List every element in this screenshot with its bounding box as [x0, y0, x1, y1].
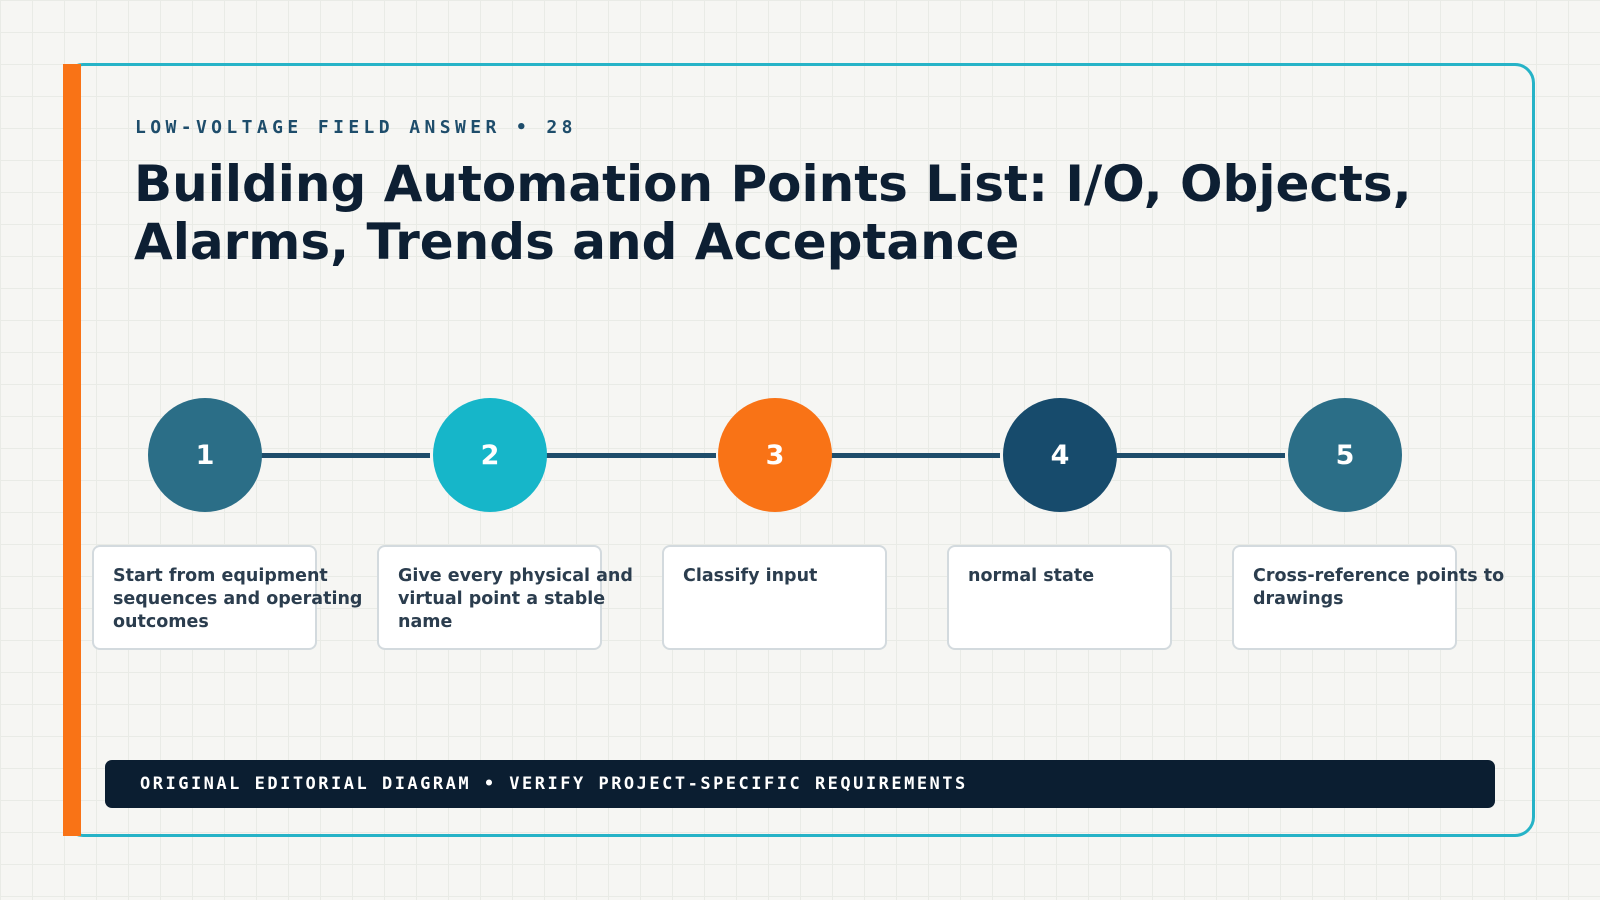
step-card-1: Start from equipment sequences and opera… — [92, 545, 362, 650]
page-title: Building Automation Points List: I/O, Ob… — [134, 155, 1412, 271]
step-node-1: 1 — [148, 398, 262, 512]
step-card-5: Cross-reference points to drawings — [1232, 545, 1504, 650]
step-node-2: 2 — [433, 398, 547, 512]
footer-text: ORIGINAL EDITORIAL DIAGRAM • VERIFY PROJ… — [140, 774, 968, 794]
eyebrow-label: LOW-VOLTAGE FIELD ANSWER • 28 — [135, 117, 577, 138]
step-text-1: Start from equipment sequences and opera… — [113, 566, 363, 632]
accent-bar — [63, 64, 81, 836]
connector-1-2 — [258, 453, 430, 458]
step-node-5: 5 — [1288, 398, 1402, 512]
step-card-3: Classify input — [662, 545, 887, 650]
footer-banner: ORIGINAL EDITORIAL DIAGRAM • VERIFY PROJ… — [105, 760, 1495, 808]
step-text-4: normal state — [968, 566, 1095, 586]
step-node-3: 3 — [718, 398, 832, 512]
step-text-3: Classify input — [683, 566, 818, 586]
connector-4-5 — [1113, 453, 1285, 458]
step-text-2: Give every physical and virtual point a … — [398, 566, 633, 632]
connector-2-3 — [543, 453, 716, 458]
step-card-4: normal state — [947, 545, 1172, 650]
step-node-4: 4 — [1003, 398, 1117, 512]
step-text-5: Cross-reference points to drawings — [1253, 566, 1505, 609]
step-card-2: Give every physical and virtual point a … — [377, 545, 633, 650]
connector-3-4 — [828, 453, 1000, 458]
